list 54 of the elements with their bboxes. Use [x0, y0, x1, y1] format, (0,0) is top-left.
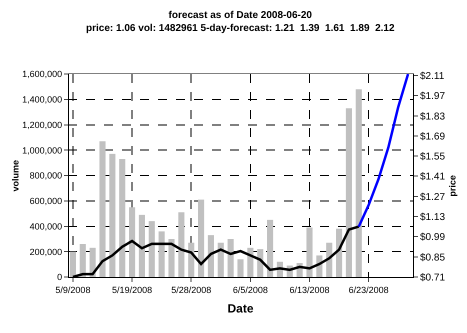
line-series	[358, 74, 410, 228]
x-tick-label: 6/5/2008	[232, 284, 268, 295]
bar	[346, 108, 352, 277]
bar	[178, 212, 184, 277]
bar	[188, 242, 194, 277]
bar	[80, 244, 86, 277]
bar	[237, 259, 244, 277]
bar	[228, 238, 234, 277]
y-tick-label: 400,000	[30, 221, 62, 232]
y2-tick-label: $1.27	[420, 192, 446, 203]
bar	[356, 89, 362, 277]
y-tick-label: 1,600,000	[22, 69, 62, 80]
bar	[168, 238, 175, 277]
bar	[129, 207, 136, 277]
bar	[208, 235, 214, 277]
y-tick-label: 1,000,000	[22, 145, 62, 156]
bar	[119, 159, 126, 277]
bar	[267, 220, 274, 277]
y2-tick-label: $0.85	[420, 252, 446, 264]
y-tick-label: 600,000	[30, 196, 62, 206]
y-tick-label: 800,000	[30, 170, 62, 181]
y-tick-label: 0	[57, 272, 62, 282]
x-tick-label: 5/28/2008	[171, 284, 212, 295]
x-tick-label: 6/23/2008	[348, 284, 389, 295]
y2-tick-label: $1.97	[420, 91, 446, 102]
x-axis-title: Date	[227, 302, 254, 316]
bar	[326, 242, 332, 277]
y2-tick-label: $1.69	[420, 131, 446, 142]
x-tick-label: 5/9/2008	[55, 284, 90, 295]
bar	[306, 228, 313, 277]
y2-tick-label: $2.11	[420, 70, 445, 82]
y2-tick-label: $1.83	[420, 111, 446, 122]
y2-tick-label: $0.71	[420, 272, 446, 284]
x-tick-label: 6/13/2008	[289, 284, 330, 295]
y-tick-label: 200,000	[30, 246, 62, 257]
y-tick-label: 1,200,000	[22, 120, 62, 130]
bar	[138, 214, 145, 277]
bar	[218, 242, 224, 277]
chart-subtitle: price: 1.06 vol: 1482961 5-day-forecast: 1.21 1.39 1.61 1.89 2.12	[86, 23, 395, 34]
bar	[70, 252, 76, 277]
bar	[109, 154, 116, 277]
y-axis-title: volume	[10, 160, 20, 192]
y2-tick-label: $0.99	[420, 232, 446, 244]
bar	[99, 141, 106, 277]
y2-axis-title: price	[447, 175, 458, 197]
y-tick-label: 1,400,000	[22, 94, 62, 105]
bar	[198, 200, 204, 277]
bar	[158, 231, 165, 277]
y2-tick-label: $1.55	[420, 152, 446, 163]
bar	[148, 221, 155, 277]
x-tick-label: 5/19/2008	[112, 284, 152, 295]
y2-tick-label: $1.41	[420, 172, 446, 183]
chart-title: forecast as of Date 2008-06-20	[168, 10, 312, 21]
y2-tick-label: $1.13	[420, 212, 446, 224]
